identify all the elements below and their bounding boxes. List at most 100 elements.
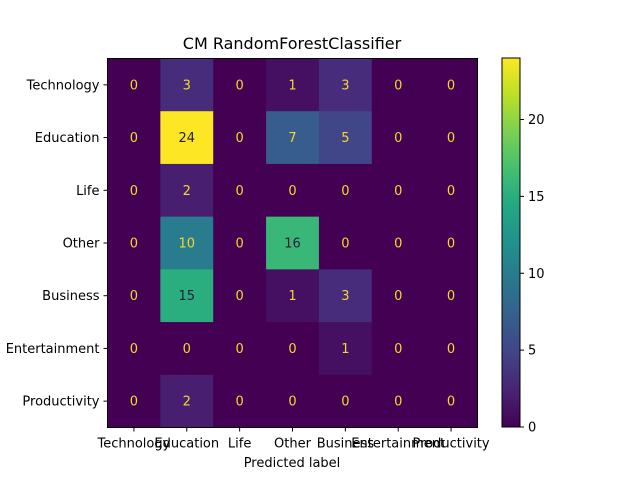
heatmap-cell <box>107 111 161 165</box>
chart-title: CM RandomForestClassifier <box>183 34 402 53</box>
colorbar-tick-label: 10 <box>528 267 545 282</box>
heatmap-cell <box>424 269 478 323</box>
cell-value-label: 0 <box>236 237 244 252</box>
y-tick-label: Education <box>35 131 100 146</box>
heatmap-cell <box>107 322 161 376</box>
heatmap-cell <box>266 216 320 270</box>
heatmap-cell <box>371 216 426 270</box>
cell-value-label: 0 <box>341 395 349 410</box>
heatmap-cell <box>371 322 426 376</box>
cell-value-label: 0 <box>130 184 138 199</box>
heatmap-cell <box>160 163 214 218</box>
cell-value-label: 1 <box>341 342 349 357</box>
x-tick-label: Entertainment <box>351 437 445 452</box>
cell-value-label: 3 <box>183 78 191 93</box>
cell-value-label: 0 <box>236 131 244 146</box>
cell-value-label: 0 <box>236 342 244 357</box>
x-tick-label: Productivity <box>413 437 490 452</box>
cell-value-label: 0 <box>447 184 455 199</box>
heatmap-cell <box>213 269 267 323</box>
heatmap-cell <box>213 111 267 165</box>
cell-value-label: 10 <box>179 237 196 252</box>
heatmap-cell <box>424 111 478 165</box>
cell-value-label: 0 <box>130 289 138 304</box>
heatmap-cell <box>318 269 373 323</box>
x-tick-label: Other <box>274 437 312 452</box>
heatmap-cell <box>213 322 267 376</box>
x-tick-label: Business <box>317 437 375 452</box>
cell-value-label: 0 <box>447 395 455 410</box>
cell-value-label: 0 <box>447 289 455 304</box>
heatmap-cell <box>424 163 478 218</box>
cell-value-label: 0 <box>130 237 138 252</box>
heatmap-cell <box>424 58 478 112</box>
cell-value-label: 0 <box>341 184 349 199</box>
cell-value-label: 1 <box>288 78 296 93</box>
cell-value-label: 0 <box>394 131 402 146</box>
cell-value-label: 0 <box>394 78 402 93</box>
heatmap-cell <box>371 269 426 323</box>
heatmap-cell <box>266 163 320 218</box>
heatmap-cell <box>318 374 373 428</box>
heatmap-cells: 0 3 0 1 3 0 00 24 0 7 5 0 00 2 0 0 0 0 00 10 0 16 0 0 00 15 0 1 3 0 00… <box>107 58 478 428</box>
heatmap-cell <box>160 111 214 165</box>
heatmap-cell <box>424 322 478 376</box>
colorbar-tick-label: 5 <box>528 344 536 359</box>
cell-value-label: 7 <box>288 131 296 146</box>
heatmap-cell <box>213 58 267 112</box>
cell-value-label: 0 <box>130 131 138 146</box>
cell-value-label: 0 <box>394 289 402 304</box>
heatmap-cell <box>424 216 478 270</box>
heatmap-cell <box>213 163 267 218</box>
heatmap-cell <box>213 216 267 270</box>
cell-value-label: 0 <box>130 78 138 93</box>
heatmap-cell <box>266 111 320 165</box>
cell-value-label: 0 <box>447 78 455 93</box>
heatmap-cell <box>213 374 267 428</box>
heatmap-cell <box>318 322 373 376</box>
x-axis-label: Predicted label <box>244 456 341 471</box>
cell-value-label: 0 <box>130 395 138 410</box>
colorbar-tick-label: 15 <box>528 190 545 205</box>
heatmap-cell <box>371 163 426 218</box>
heatmap-cell <box>266 58 320 112</box>
heatmap-cell <box>160 216 214 270</box>
cell-value-label: 0 <box>288 395 296 410</box>
cell-value-label: 0 <box>130 342 138 357</box>
cell-value-label: 3 <box>341 78 349 93</box>
cell-value-label: 0 <box>183 342 191 357</box>
cell-value-label: 24 <box>179 131 196 146</box>
heatmap-cell <box>266 374 320 428</box>
heatmap-cell <box>107 163 161 218</box>
y-tick-label: Technology <box>26 78 100 93</box>
cell-value-label: 15 <box>179 289 196 304</box>
cell-value-label: 0 <box>288 342 296 357</box>
heatmap-cell <box>424 374 478 428</box>
heatmap-cell <box>160 269 214 323</box>
heatmap-cell <box>371 58 426 112</box>
cell-value-label: 0 <box>236 78 244 93</box>
heatmap-cell <box>318 163 373 218</box>
colorbar-axis: 0 5 10 15 20 <box>520 113 545 436</box>
colorbar-tick-label: 0 <box>528 421 536 436</box>
heatmap-cell <box>107 58 161 112</box>
y-tick-label: Other <box>63 237 101 252</box>
heatmap-cell <box>371 111 426 165</box>
cell-value-label: 0 <box>341 237 349 252</box>
cell-value-label: 0 <box>236 184 244 199</box>
cell-value-label: 0 <box>447 237 455 252</box>
heatmap-cell <box>318 58 373 112</box>
cell-value-label: 0 <box>447 131 455 146</box>
heatmap-cell <box>318 111 373 165</box>
cell-value-label: 2 <box>183 395 191 410</box>
heatmap-cell <box>160 58 214 112</box>
heatmap-cell <box>266 269 320 323</box>
colorbar <box>501 57 521 428</box>
heatmap-cell <box>107 269 161 323</box>
x-tick-label: Life <box>228 437 251 452</box>
y-tick-label: Business <box>42 289 100 304</box>
cell-value-label: 0 <box>447 342 455 357</box>
x-tick-label: Technology <box>97 437 171 452</box>
